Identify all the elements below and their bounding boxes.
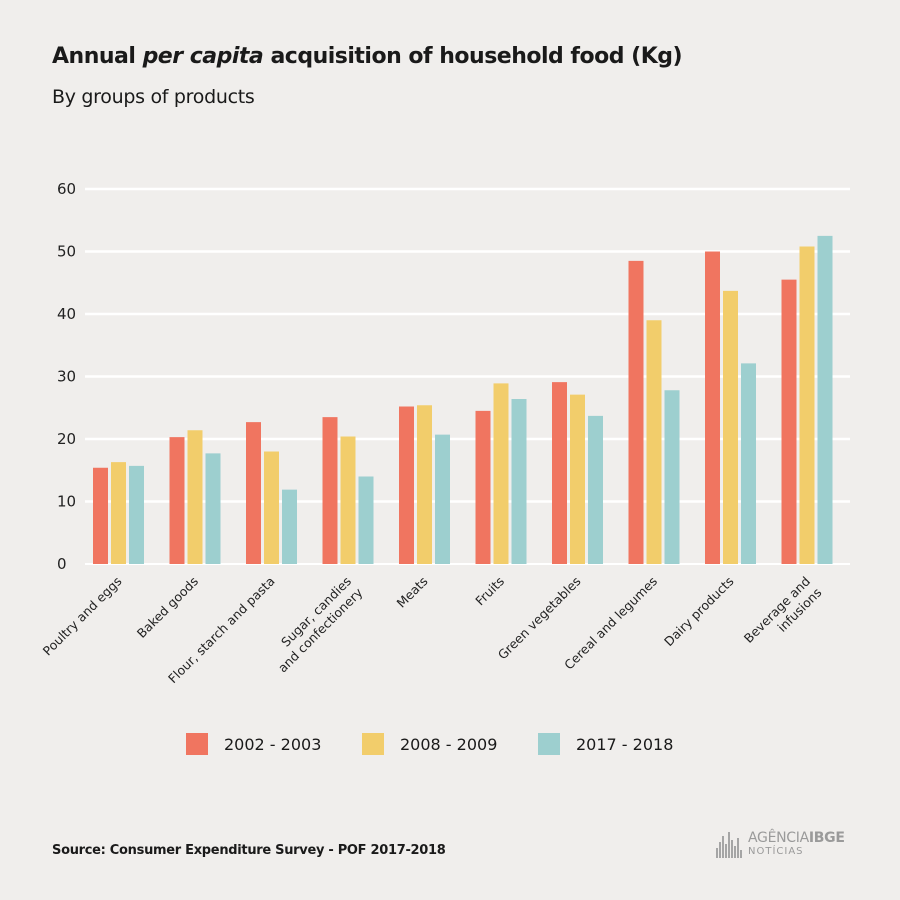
logo-word-noticias: NOTÍCIAS (748, 846, 804, 857)
bar (93, 467, 108, 564)
bar (187, 430, 203, 564)
source-note: Source: Consumer Expenditure Survey - PO… (52, 843, 446, 858)
legend-item: 2017 - 2018 (538, 733, 714, 755)
y-tick-label: 40 (57, 305, 76, 323)
bar (493, 383, 509, 564)
bar (628, 260, 644, 564)
chart-subtitle: By groups of products (52, 86, 255, 108)
legend-label: 2017 - 2018 (576, 734, 674, 754)
x-tick-label: Poultry and eggs (40, 574, 125, 659)
bar (475, 410, 491, 564)
y-tick-label: 20 (57, 430, 76, 448)
title-prefix: Annual (52, 44, 143, 69)
y-tick-label: 0 (57, 555, 67, 573)
chart-title: Annual per capita acquisition of househo… (52, 44, 683, 69)
legend-swatch (186, 733, 208, 755)
bar (705, 251, 720, 564)
bar (264, 451, 279, 564)
bar (781, 279, 797, 564)
legend-label: 2008 - 2009 (400, 734, 498, 754)
bar (111, 462, 126, 564)
bar (129, 465, 144, 564)
y-tick-label: 30 (57, 368, 76, 386)
bar (435, 434, 450, 564)
bar (799, 246, 815, 564)
x-tick-label: Beverage andinfusions (741, 574, 825, 658)
x-tick-label: Green vegetables (495, 574, 584, 663)
legend-item: 2002 - 2003 (186, 733, 362, 755)
bar (169, 437, 185, 564)
bar (322, 417, 338, 564)
x-tick-label-line: Green vegetables (495, 574, 584, 663)
title-emphasis: per capita (142, 44, 264, 69)
legend-swatch (362, 733, 384, 755)
x-tick-label: Sugar, candiesand confectionery (264, 573, 366, 675)
x-tick-label: Fruits (472, 574, 507, 609)
logo-word-agencia: AGÊNCIA (748, 830, 809, 846)
bar (399, 406, 414, 564)
bar (817, 235, 833, 564)
agencia-ibge-logo: AGÊNCIAIBGE NOTÍCIAS (716, 830, 845, 858)
x-tick-label-line: Poultry and eggs (40, 574, 125, 659)
bar (741, 363, 756, 564)
logo-word-ibge: IBGE (808, 830, 845, 846)
x-tick-label-line: Fruits (472, 574, 507, 609)
bar (646, 320, 662, 564)
bar (417, 405, 432, 564)
y-tick-label: 60 (57, 180, 76, 198)
bar (664, 390, 680, 564)
logo-bars-icon (716, 830, 743, 858)
legend-swatch (538, 733, 560, 755)
x-tick-label-line: Dairy products (661, 574, 737, 650)
bar (358, 476, 374, 564)
x-tick-label: Dairy products (661, 574, 737, 650)
bar (588, 415, 603, 564)
title-suffix: acquisition of household food (Kg) (263, 44, 683, 69)
bar (723, 290, 738, 564)
legend-label: 2002 - 2003 (224, 734, 322, 754)
y-tick-label: 10 (57, 493, 76, 511)
legend: 2002 - 2003 2008 - 2009 2017 - 2018 (0, 733, 900, 755)
x-tick-label-line: Baked goods (134, 574, 201, 641)
bar (552, 382, 567, 564)
bar (246, 422, 261, 564)
bar (340, 436, 356, 564)
x-tick-label: Meats (393, 574, 430, 611)
bar (570, 394, 585, 564)
y-tick-label: 50 (57, 243, 76, 261)
x-tick-label: Baked goods (134, 574, 201, 641)
x-tick-label-line: Meats (393, 574, 430, 611)
bar (282, 489, 297, 564)
bar (511, 399, 527, 564)
legend-item: 2008 - 2009 (362, 733, 538, 755)
bar (205, 453, 221, 564)
